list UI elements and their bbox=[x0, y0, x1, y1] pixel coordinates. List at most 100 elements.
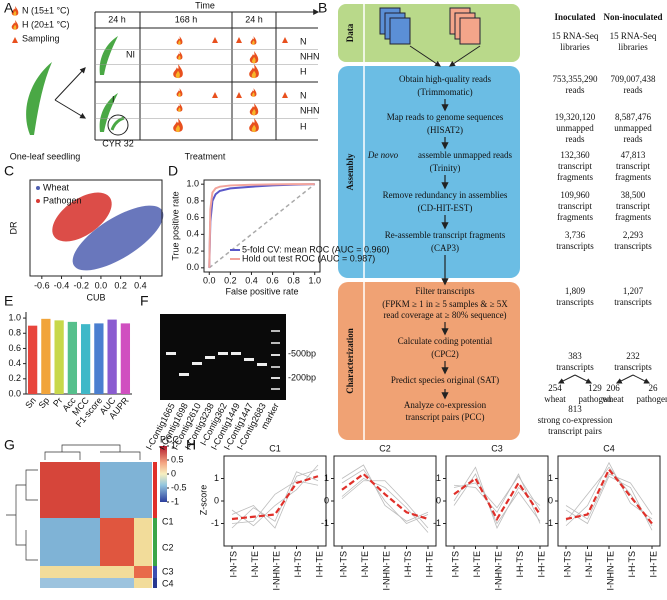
bar bbox=[80, 324, 91, 394]
mean-line bbox=[453, 476, 541, 522]
value-count: 38,500 bbox=[621, 190, 646, 200]
bar bbox=[27, 325, 38, 394]
panel-label: C bbox=[4, 163, 14, 179]
treatment-label: NHN bbox=[300, 105, 320, 115]
panel-label: D bbox=[168, 163, 178, 179]
x-tick-label: I-H-TE bbox=[314, 551, 324, 578]
x-tick-label: I-N-TS bbox=[338, 551, 348, 578]
y-tick-label: 1.0 bbox=[8, 312, 21, 322]
x-tick-label: I-N-TS bbox=[228, 551, 238, 578]
cluster-label: C4 bbox=[162, 578, 174, 588]
mean-line bbox=[231, 475, 319, 521]
cluster-label: C3 bbox=[162, 566, 174, 576]
x-tick-label: 1.0 bbox=[308, 275, 321, 285]
axis-title: DR bbox=[8, 221, 18, 234]
value-unit: reads bbox=[566, 134, 585, 144]
value-unit: pathogen bbox=[579, 394, 612, 404]
value-unit: reads bbox=[624, 85, 643, 95]
caption: One-leaf seedling bbox=[10, 151, 81, 161]
value-unit: transcripts bbox=[556, 362, 594, 372]
panel-label: A bbox=[4, 0, 14, 16]
step-text: Map reads to genome sequences bbox=[387, 112, 504, 122]
caption: Treatment bbox=[185, 151, 226, 161]
roc-line bbox=[208, 183, 315, 268]
branch bbox=[632, 374, 651, 384]
strain-label: CYR 32 bbox=[102, 138, 134, 148]
branch bbox=[557, 374, 576, 384]
value-unit: wheat bbox=[544, 394, 566, 404]
plot-frame bbox=[203, 179, 321, 273]
x-tick-label: I-H-TS bbox=[293, 551, 303, 578]
y-tick-label: 0.8 bbox=[8, 328, 21, 338]
value-count: 47,813 bbox=[621, 150, 646, 160]
profile-line bbox=[341, 468, 429, 524]
value-unit: transcripts bbox=[614, 362, 652, 372]
step-tool: (CAP3) bbox=[431, 243, 459, 253]
profile-line bbox=[231, 471, 319, 529]
y-tick-label: 0 bbox=[436, 495, 441, 505]
x-tick-label: 0.2 bbox=[224, 275, 237, 285]
value-unit: transcript bbox=[558, 161, 592, 171]
panel-a-layout bbox=[11, 6, 320, 141]
column-header: Non-inoculated bbox=[603, 12, 662, 22]
step-text: Re-assemble transcript fragments bbox=[385, 230, 506, 240]
treatment-label: N bbox=[300, 90, 307, 100]
x-tick-label: 0.2 bbox=[114, 280, 127, 290]
legend-swatch bbox=[36, 186, 40, 190]
y-tick-label: -1 bbox=[433, 518, 441, 528]
step-tool: (HISAT2) bbox=[427, 125, 463, 135]
value-unit: unmapped bbox=[614, 123, 652, 133]
x-tick-label: -0.4 bbox=[54, 280, 70, 290]
step-text: Remove redundancy in assemblies bbox=[383, 190, 508, 200]
x-tick-label: I-NHN-TE bbox=[381, 551, 391, 591]
x-tick-label: I-N-TE bbox=[250, 551, 260, 578]
value-unit: transcript pairs bbox=[548, 426, 602, 436]
mean-line bbox=[341, 472, 429, 521]
panel-f-gel bbox=[160, 314, 286, 400]
x-tick-label: 0.4 bbox=[134, 280, 147, 290]
x-tick-label: Sn bbox=[23, 395, 38, 410]
bar bbox=[107, 319, 117, 394]
step-tool: (CD-HIT-EST) bbox=[418, 203, 473, 213]
x-tick-label: -0.6 bbox=[34, 280, 50, 290]
y-tick-label: 1.0 bbox=[186, 179, 199, 189]
x-tick-label: I-H-TE bbox=[536, 551, 546, 578]
library-count: libraries bbox=[618, 42, 648, 52]
value-count: 206 bbox=[606, 383, 620, 393]
panel-label: B bbox=[318, 0, 327, 16]
chance-line bbox=[208, 183, 316, 269]
x-tick-label: 0.8 bbox=[287, 275, 300, 285]
profile-line bbox=[565, 475, 653, 531]
x-tick-label: 0.0 bbox=[95, 280, 108, 290]
y-tick-label: 0.8 bbox=[186, 195, 199, 205]
y-tick-label: 1 bbox=[214, 473, 219, 483]
value-unit: fragments bbox=[557, 212, 593, 222]
legend-tick-label: 0.5 bbox=[171, 454, 184, 464]
axis-title: Time bbox=[195, 0, 215, 10]
value-count: 813 bbox=[568, 404, 582, 414]
x-tick-label: I-N-TS bbox=[450, 551, 460, 578]
value-unit: reads bbox=[566, 85, 585, 95]
step-text: Filter transcripts bbox=[415, 286, 475, 296]
value-count: 254 bbox=[548, 383, 562, 393]
treatment-label: N bbox=[300, 36, 307, 46]
x-tick-label: I-N-TS bbox=[562, 551, 572, 578]
legend-tick-label: -1 bbox=[171, 496, 179, 506]
step-text: assemble unmapped reads bbox=[418, 150, 512, 160]
y-tick-label: -1 bbox=[211, 518, 219, 528]
legend-label: 5-fold CV: mean ROC (AUC = 0.960) bbox=[242, 244, 389, 254]
legend-label: Pathogen bbox=[43, 195, 82, 205]
profile-line bbox=[341, 478, 429, 533]
plot-frame bbox=[557, 455, 661, 547]
step-text: Calculate coding potential bbox=[398, 336, 493, 346]
value-count: 1,809 bbox=[565, 286, 586, 296]
profile-line bbox=[565, 473, 653, 520]
section-label: Data bbox=[345, 23, 355, 42]
x-tick-label: I-NHN-TE bbox=[605, 551, 615, 591]
value-unit: transcript bbox=[616, 201, 650, 211]
size-marker: -200bp bbox=[288, 372, 316, 382]
step-text: Predict species original (SAT) bbox=[391, 375, 499, 385]
profile-line bbox=[453, 473, 541, 524]
value-count: 19,320,120 bbox=[555, 112, 596, 122]
